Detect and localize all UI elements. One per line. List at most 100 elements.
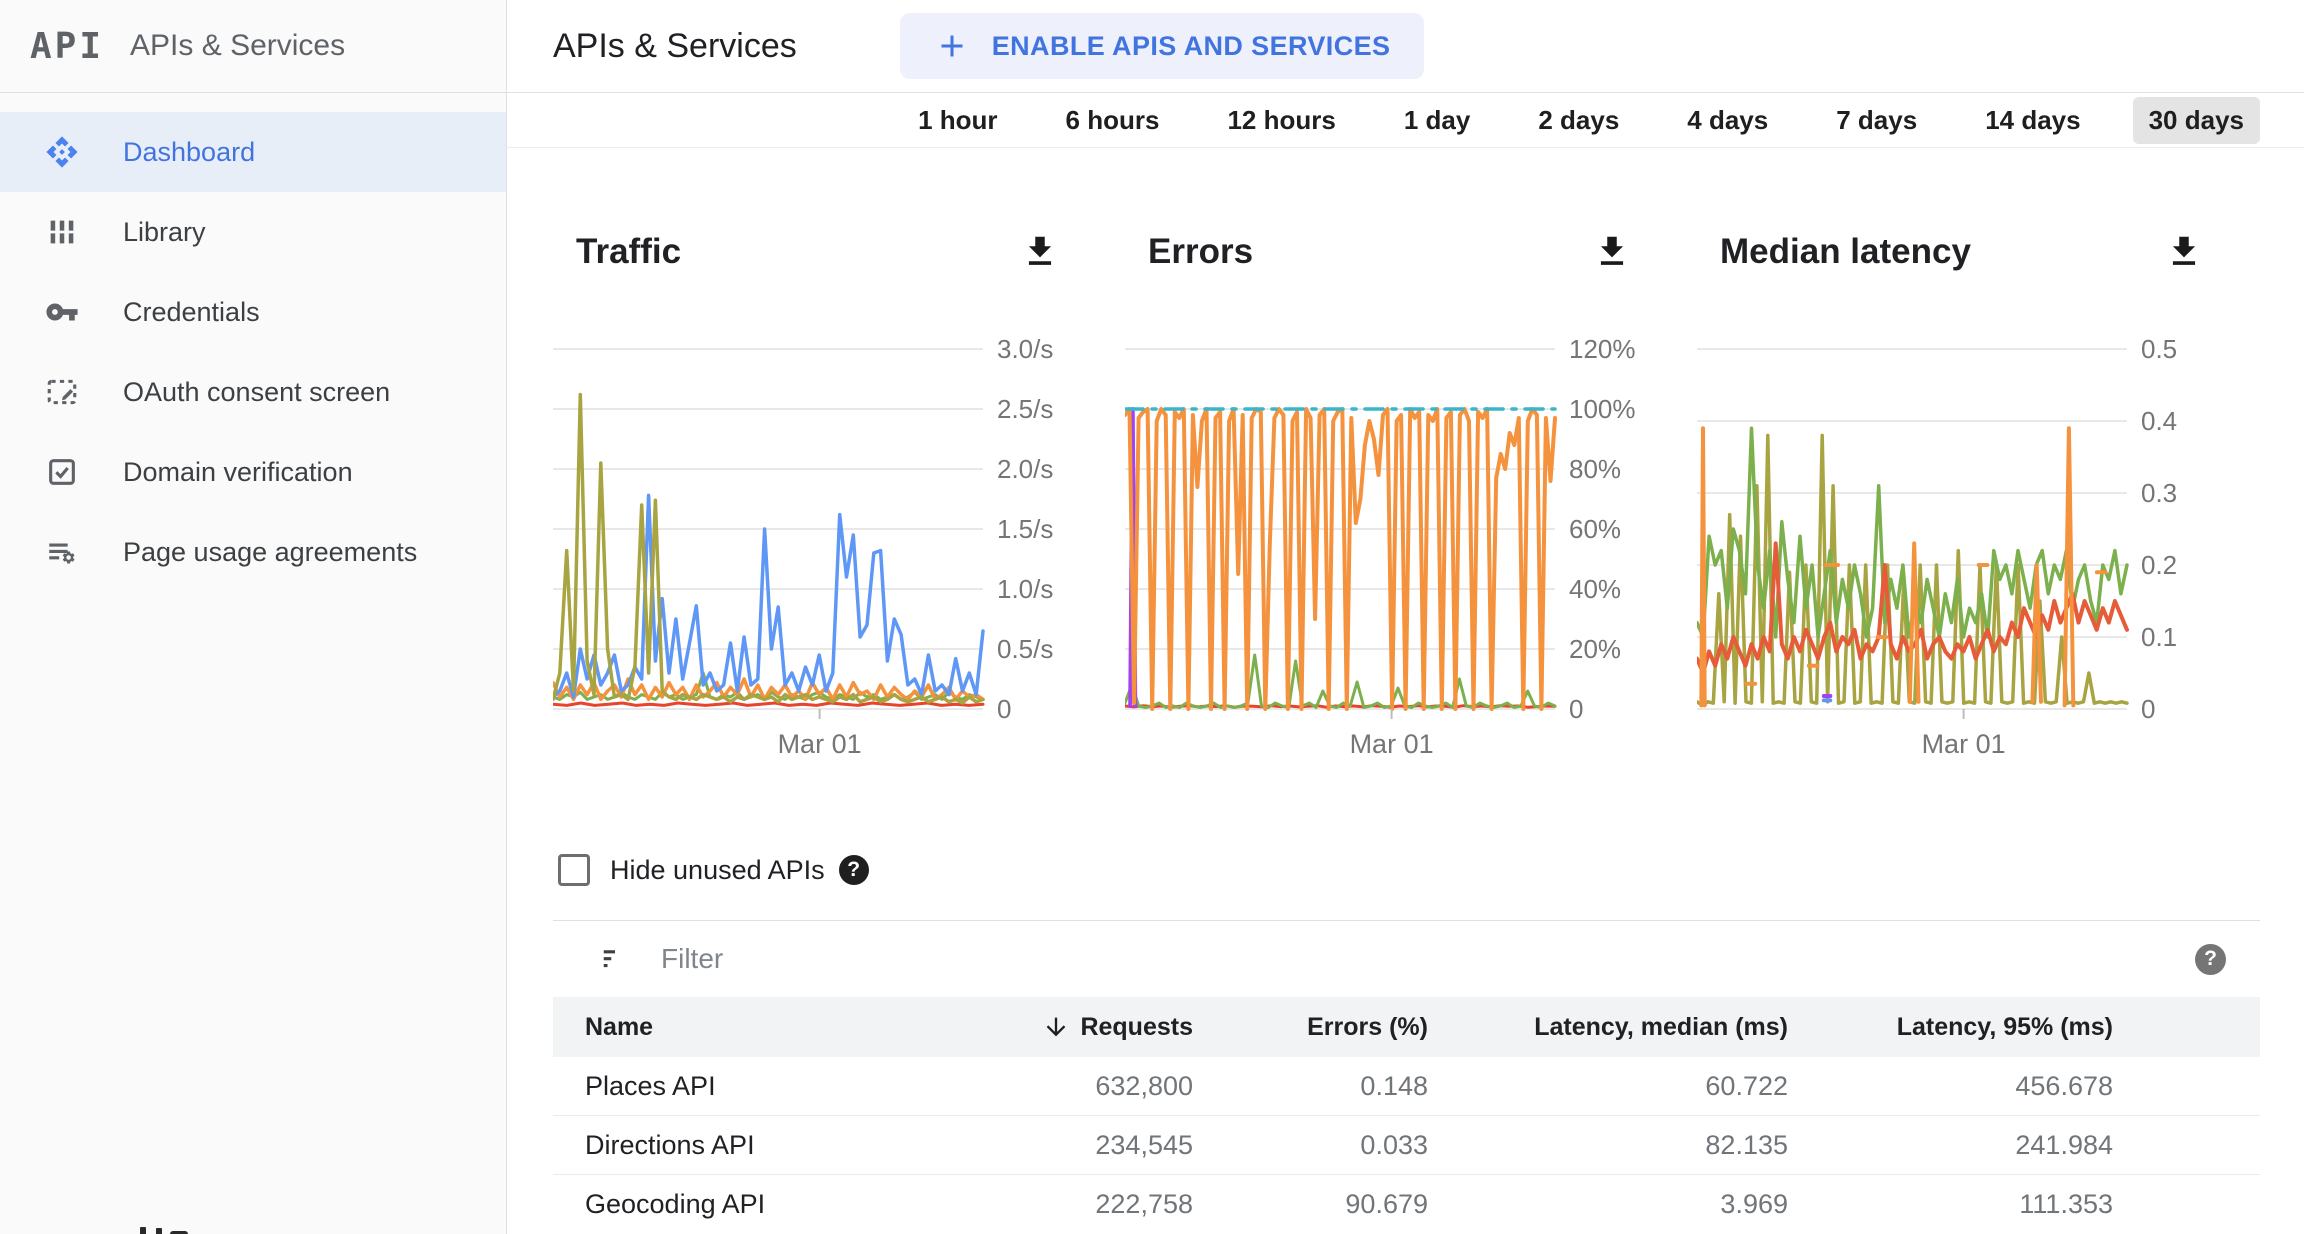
download-icon[interactable] bbox=[1593, 232, 1631, 270]
time-range-1-hour[interactable]: 1 hour bbox=[918, 104, 998, 135]
chart-series-series-orange-spike-mid bbox=[1907, 541, 1921, 704]
column-header-errors[interactable]: Errors (%) bbox=[1307, 1012, 1428, 1041]
chart-series-series-blue bbox=[553, 493, 985, 699]
chart-title-traffic: Traffic bbox=[576, 232, 682, 271]
table-row-places-api[interactable]: Places API 632,800 0.148 60.722 456.678 bbox=[553, 1057, 2260, 1115]
column-header-latency-95-ms[interactable]: Latency, 95% (ms) bbox=[1896, 1012, 2113, 1041]
sidebar-item-page-usage-agreements[interactable]: Page usage agreements bbox=[0, 512, 506, 592]
sidebar-nav: Dashboard Library Credentials OAuth consent… bbox=[0, 93, 506, 592]
errors-chart: 120% 100% 80% 60% 40% 20% 0 Mar 01 bbox=[1125, 339, 1636, 759]
svg-text:60%: 60% bbox=[1569, 514, 1621, 544]
chart-title-row: Errors bbox=[1125, 232, 1697, 284]
column-header-name[interactable]: Name bbox=[585, 1012, 654, 1041]
main-content: APIs & Services ENABLE APIS AND SERVICES… bbox=[507, 0, 2304, 1234]
hide-unused-label: Hide unused APIs bbox=[610, 854, 825, 885]
api-logo: API bbox=[30, 25, 105, 67]
cell-latency-median: 60.722 bbox=[1705, 1070, 1788, 1101]
hide-unused-help-icon[interactable]: ? bbox=[838, 855, 869, 885]
svg-text:2.5/s: 2.5/s bbox=[997, 394, 1053, 424]
chart-card-traffic: Traffic 3.0/s 2.5/s 2.0/s 1.5/s 1.0/s 0.5/s 0 Ma… bbox=[553, 232, 1125, 771]
table-help-icon[interactable]: ? bbox=[2195, 943, 2226, 975]
svg-text:0: 0 bbox=[997, 694, 1011, 724]
cell-errors: 0.148 bbox=[1360, 1070, 1428, 1101]
time-range-1-day[interactable]: 1 day bbox=[1403, 104, 1471, 135]
time-range-30-days[interactable]: 30 days bbox=[2132, 96, 2260, 144]
chart-series-series-olive bbox=[1697, 433, 2129, 708]
table-header: Name Requests Errors (%) Latency, median (m… bbox=[553, 997, 2260, 1057]
chart-title-errors: Errors bbox=[1148, 232, 1254, 271]
time-range-6-hours[interactable]: 6 hours bbox=[1065, 104, 1160, 135]
chart-title-median-latency: Median latency bbox=[1720, 232, 1971, 271]
svg-text:1.5/s: 1.5/s bbox=[997, 514, 1053, 544]
key-icon bbox=[45, 295, 79, 329]
time-range-14-days[interactable]: 14 days bbox=[1985, 104, 2081, 135]
time-range-2-days[interactable]: 2 days bbox=[1538, 104, 1620, 135]
filter-icon bbox=[600, 944, 630, 974]
svg-text:0.4: 0.4 bbox=[2141, 406, 2177, 436]
sidebar-item-oauth-consent-screen[interactable]: OAuth consent screen bbox=[0, 352, 506, 432]
svg-text:0.5/s: 0.5/s bbox=[997, 634, 1053, 664]
cell-latency-median: 82.135 bbox=[1705, 1129, 1788, 1160]
chart-series-series-red bbox=[553, 701, 985, 707]
cell-latency-95: 111.353 bbox=[2019, 1188, 2113, 1219]
sidebar-header: API APIs & Services bbox=[0, 0, 506, 93]
sidebar-item-label: Domain verification bbox=[123, 456, 353, 487]
hide-unused-checkbox[interactable] bbox=[558, 854, 590, 886]
table-row-directions-api[interactable]: Directions API 234,545 0.033 82.135 241.984 bbox=[553, 1115, 2260, 1174]
time-range-4-days[interactable]: 4 days bbox=[1687, 104, 1769, 135]
svg-text:1.0/s: 1.0/s bbox=[997, 574, 1053, 604]
charts-row: Traffic 3.0/s 2.5/s 2.0/s 1.5/s 1.0/s 0.5/s 0 Ma… bbox=[507, 148, 2304, 771]
table-body: Places API 632,800 0.148 60.722 456.678 Direc… bbox=[553, 1057, 2260, 1233]
sidebar-item-credentials[interactable]: Credentials bbox=[0, 272, 506, 352]
dashboard-icon bbox=[45, 135, 79, 169]
sidebar-item-label: Page usage agreements bbox=[123, 536, 418, 567]
column-header-requests[interactable]: Requests bbox=[973, 1013, 1193, 1042]
column-header-latency-median-ms[interactable]: Latency, median (ms) bbox=[1534, 1012, 1788, 1041]
svg-text:0: 0 bbox=[1569, 694, 1583, 724]
download-icon[interactable] bbox=[2165, 232, 2203, 270]
svg-text:Mar 01: Mar 01 bbox=[1922, 729, 2006, 759]
sidebar-item-label: Library bbox=[123, 216, 206, 247]
sidebar-title: APIs & Services bbox=[130, 29, 346, 62]
sidebar-item-library[interactable]: Library bbox=[0, 192, 506, 272]
chart-title-row: Traffic bbox=[553, 232, 1125, 284]
sidebar-item-domain-verification[interactable]: Domain verification bbox=[0, 432, 506, 512]
svg-text:0.1: 0.1 bbox=[2141, 622, 2177, 652]
sort-descending-icon bbox=[1042, 1013, 1070, 1041]
library-icon bbox=[45, 215, 79, 249]
domain-verification-icon bbox=[45, 455, 79, 489]
svg-text:2.0/s: 2.0/s bbox=[997, 454, 1053, 484]
svg-text:120%: 120% bbox=[1569, 339, 1636, 364]
time-range-12-hours[interactable]: 12 hours bbox=[1227, 104, 1336, 135]
chart-series-series-orange bbox=[1125, 407, 1557, 711]
cell-errors: 90.679 bbox=[1345, 1188, 1428, 1219]
cell-requests: 632,800 bbox=[1095, 1070, 1193, 1101]
hide-unused-row: Hide unused APIs ? bbox=[507, 854, 2304, 886]
table-row-geocoding-api[interactable]: Geocoding API 222,758 90.679 3.969 111.353 bbox=[553, 1174, 2260, 1233]
filter-input[interactable] bbox=[659, 942, 2195, 976]
download-icon[interactable] bbox=[1021, 232, 1059, 270]
chart-series-series-orange-spike-left bbox=[1699, 426, 1707, 708]
cell-requests: 222,758 bbox=[1095, 1188, 1193, 1219]
svg-text:40%: 40% bbox=[1569, 574, 1621, 604]
svg-text:100%: 100% bbox=[1569, 394, 1636, 424]
chart-card-errors: Errors 120% 100% 80% 60% 40% 20% 0 Mar 01 bbox=[1125, 232, 1697, 771]
sidebar-item-label: OAuth consent screen bbox=[123, 376, 391, 407]
filter-row: ? bbox=[553, 921, 2260, 997]
chart-series-series-orange-spike-right bbox=[2062, 426, 2076, 708]
clipped-content-fragment bbox=[140, 1224, 200, 1234]
svg-text:0: 0 bbox=[2141, 694, 2155, 724]
page-title: APIs & Services bbox=[553, 26, 797, 65]
time-range-7-days[interactable]: 7 days bbox=[1836, 104, 1918, 135]
svg-text:Mar 01: Mar 01 bbox=[1350, 729, 1434, 759]
cell-errors: 0.033 bbox=[1360, 1129, 1428, 1160]
cell-latency-median: 3.969 bbox=[1720, 1188, 1788, 1219]
sidebar-item-dashboard[interactable]: Dashboard bbox=[0, 112, 506, 192]
api-table-card: ? Name Requests Errors (%) Latency, median … bbox=[553, 920, 2260, 1233]
svg-text:3.0/s: 3.0/s bbox=[997, 339, 1053, 364]
api-name: Places API bbox=[585, 1070, 716, 1101]
svg-text:Mar 01: Mar 01 bbox=[778, 729, 862, 759]
time-range-selector: 1 hour 6 hours 12 hours 1 day 2 days 4 days 7 … bbox=[507, 93, 2304, 148]
page-usage-icon bbox=[45, 535, 79, 569]
enable-apis-button[interactable]: ENABLE APIS AND SERVICES bbox=[899, 13, 1425, 79]
